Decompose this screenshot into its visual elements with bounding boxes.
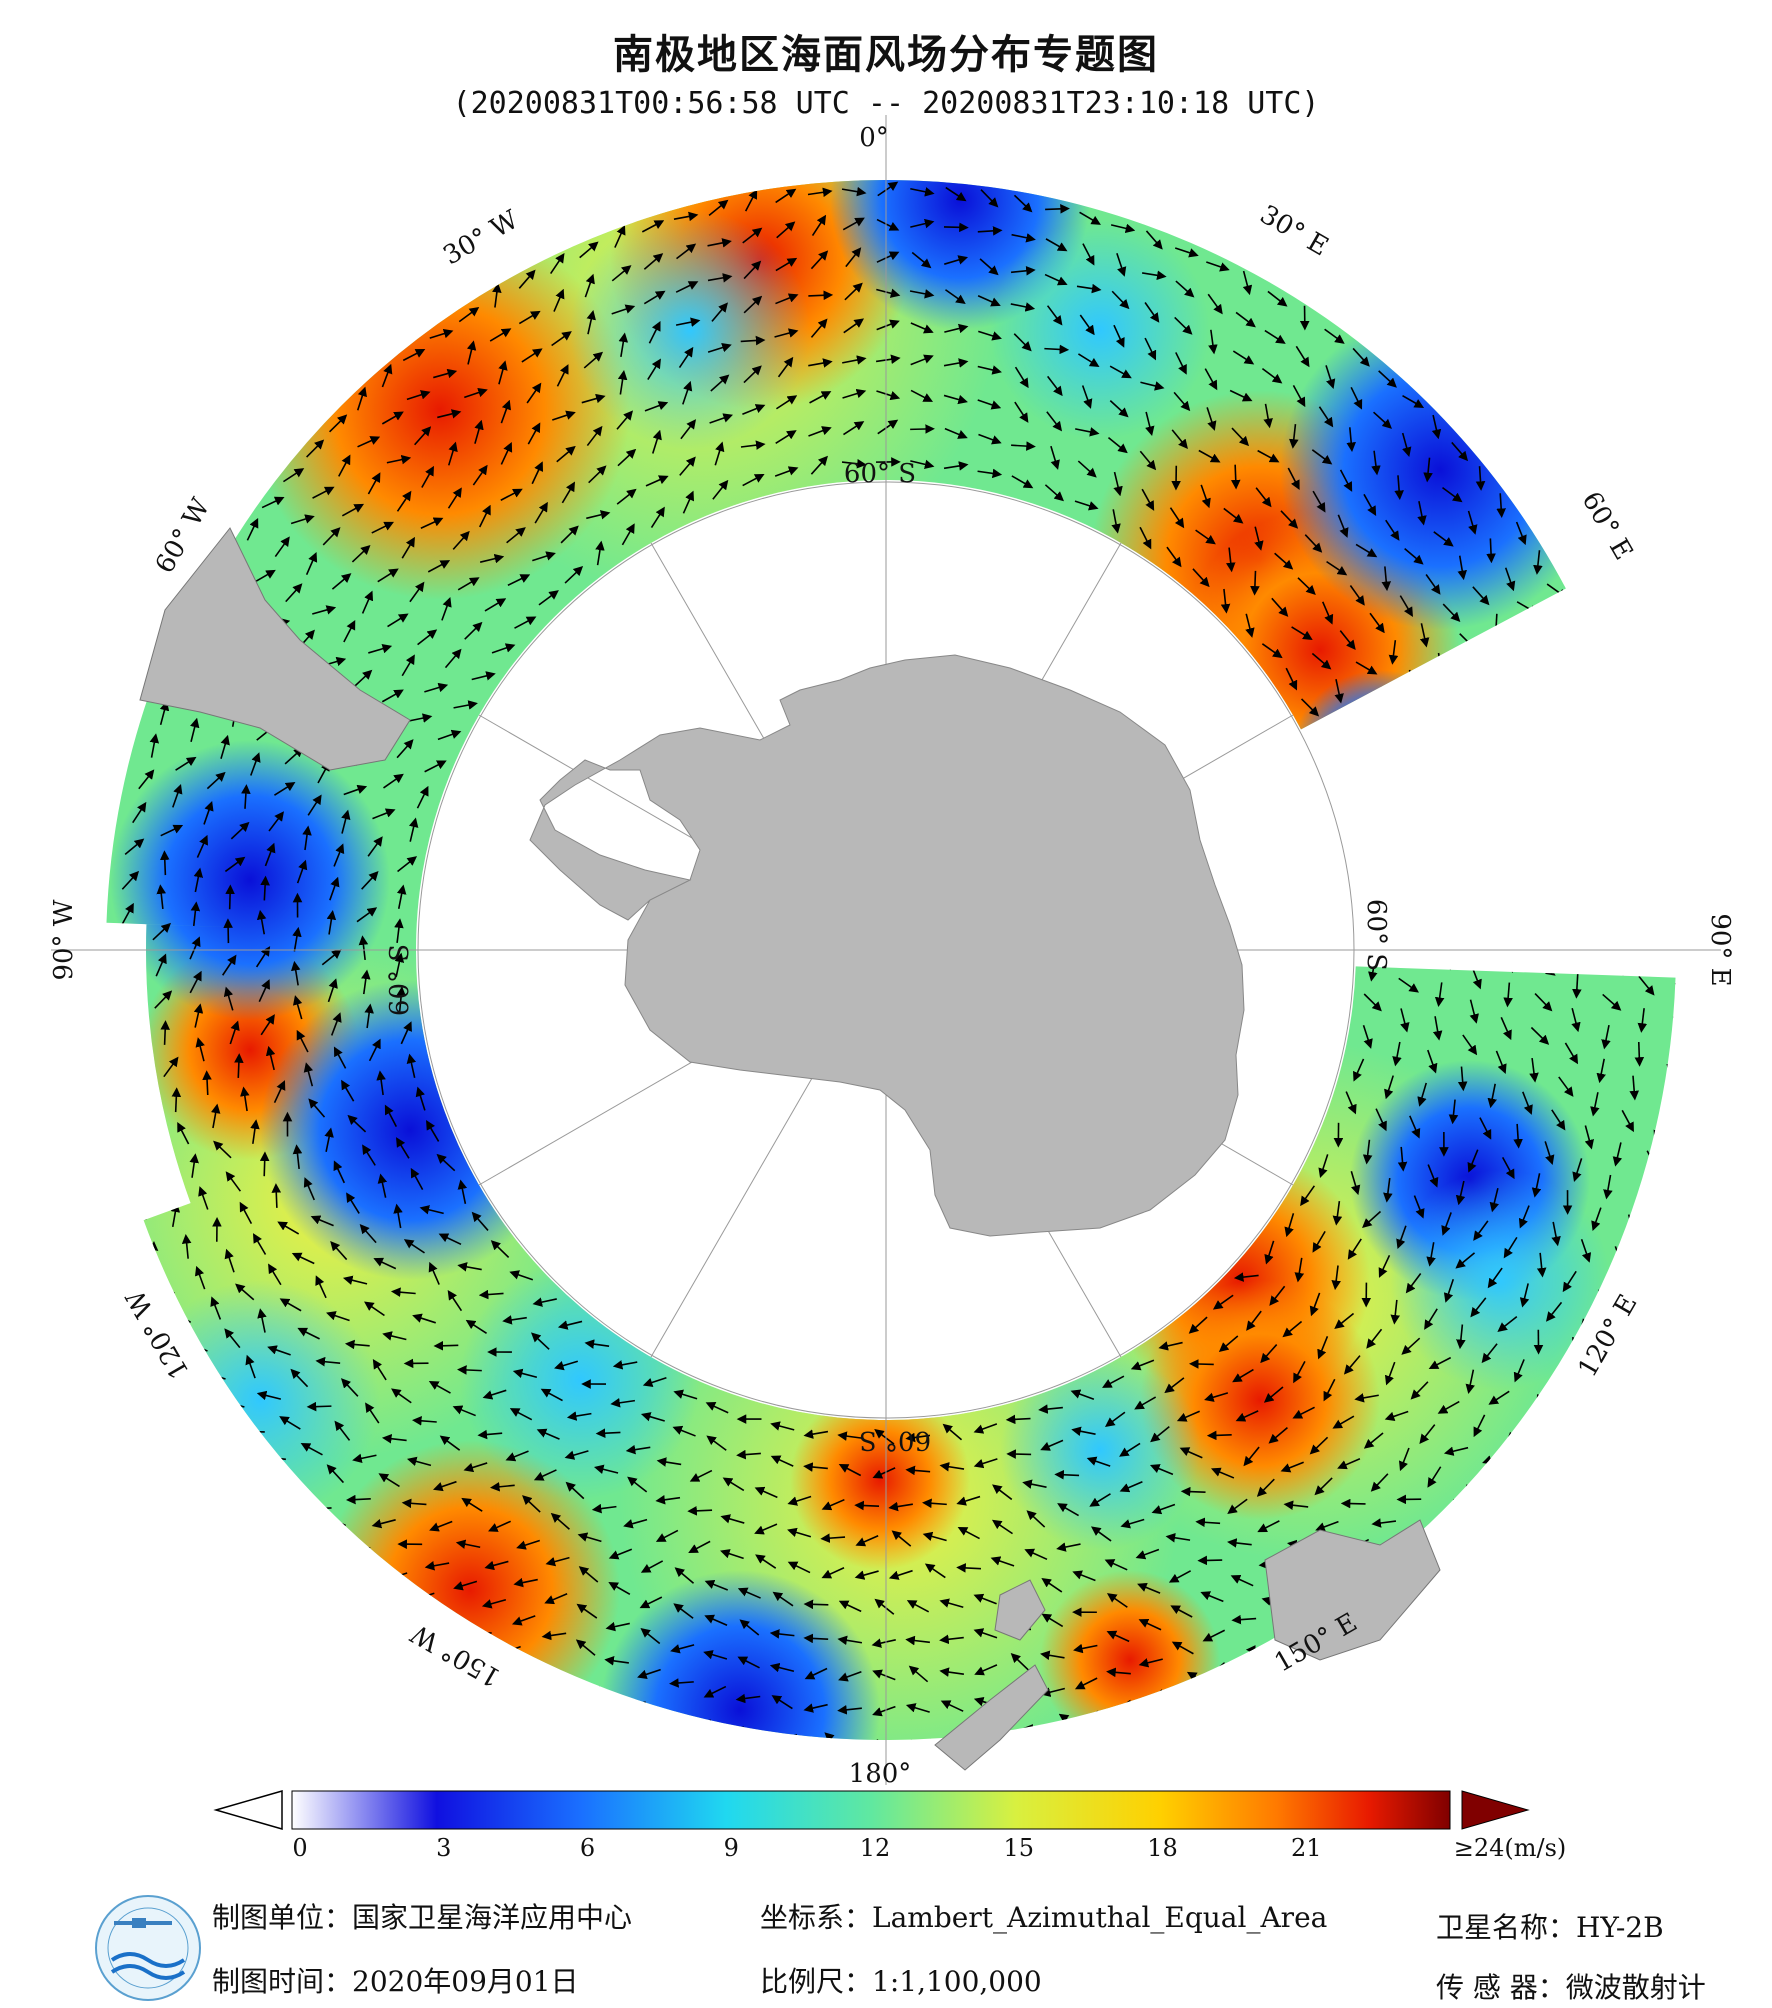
colorbar-tick-label: ≥24(m/s) (1453, 1834, 1567, 1862)
label-lon_60e: 60° E (1576, 487, 1639, 566)
label-lon_90w: 90° W (49, 899, 79, 980)
map-title: 南极地区海面风场分布专题图 (613, 32, 1159, 78)
colorbar (213, 1790, 1530, 1830)
coord-system-text: 坐标系：Lambert_Azimuthal_Equal_Area (760, 1901, 1328, 1934)
colorbar-tick-label: 21 (1290, 1834, 1322, 1862)
sensor-text: 传 感 器：微波散射计 (1436, 1971, 1706, 2004)
colorbar-tick-label: 15 (1003, 1834, 1035, 1862)
australia-land (1264, 1519, 1441, 1661)
colorbar-tick-label: 9 (723, 1834, 739, 1862)
south-america-land (139, 527, 411, 771)
label-lat_left: 60° S (385, 944, 415, 1016)
label-lon_30e: 30° E (1255, 200, 1334, 263)
scale-text: 比例尺：1:1,100,000 (760, 1965, 1042, 1998)
label-lon_0: 0° (859, 123, 889, 153)
colorbar-min-arrow (213, 1790, 283, 1830)
date-text: 制图时间：2020年09月01日 (212, 1965, 579, 1998)
colorbar-tick-label: 6 (579, 1834, 596, 1862)
colorbar-tick-label: 0 (292, 1834, 308, 1862)
colorbar-gradient (291, 1790, 1451, 1830)
producer-text: 制图单位：国家卫星海洋应用中心 (212, 1901, 633, 1934)
colorbar-tick-label: 12 (859, 1834, 891, 1862)
label-lon_180: 180° (849, 1759, 912, 1789)
nsoas-logo-icon (95, 1895, 201, 2001)
antarctica-land (529, 654, 1245, 1237)
colorbar-max-arrow (1461, 1790, 1530, 1830)
colorbar-tick-label: 3 (436, 1834, 452, 1862)
label-lon_30w: 30° W (438, 205, 523, 272)
colorbar-tick-label: 18 (1147, 1834, 1178, 1862)
label-lat_right: 60° S (1361, 899, 1391, 971)
label-lon_90e: 90° E (1705, 913, 1735, 986)
satellite-text: 卫星名称：HY-2B (1436, 1911, 1664, 1944)
label-lat_bottom: 60° S (859, 1425, 931, 1455)
label-lat_top: 60° S (844, 459, 916, 489)
new-zealand-land (934, 1579, 1049, 1771)
